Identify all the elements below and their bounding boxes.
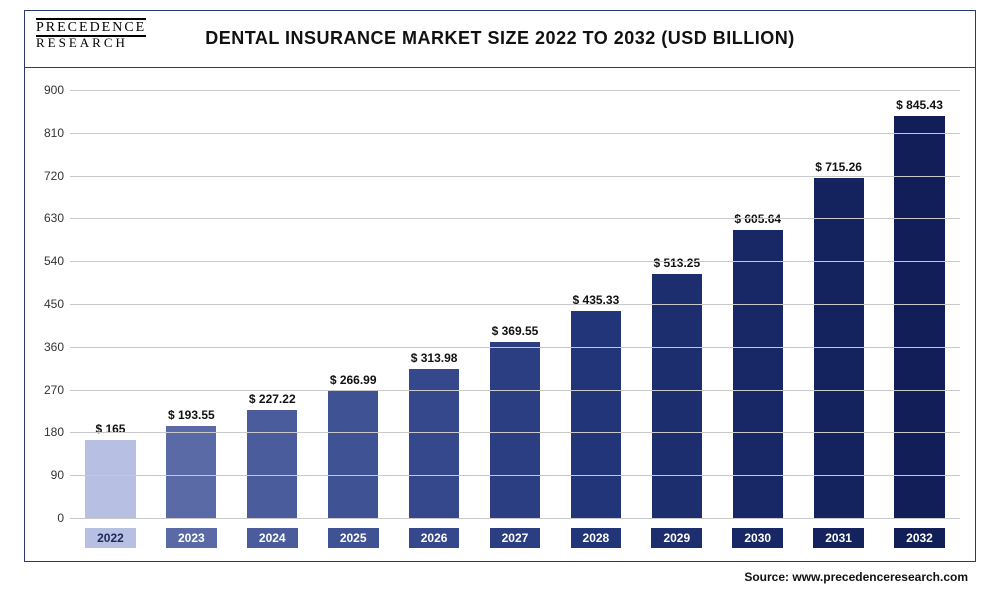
grid-line: [70, 518, 960, 519]
y-tick-label: 180: [30, 425, 64, 439]
x-tick: 2026: [394, 522, 475, 548]
bar: [814, 178, 864, 518]
bar: [85, 440, 135, 518]
y-tick-label: 900: [30, 83, 64, 97]
y-tick-label: 540: [30, 254, 64, 268]
title-bar: DENTAL INSURANCE MARKET SIZE 2022 TO 203…: [24, 10, 976, 68]
bar-value-label: $ 193.55: [168, 408, 215, 422]
bar-value-label: $ 369.55: [492, 324, 539, 338]
grid-line: [70, 261, 960, 262]
bar-value-label: $ 266.99: [330, 373, 377, 387]
bar-value-label: $ 513.25: [653, 256, 700, 270]
y-tick-label: 810: [30, 126, 64, 140]
x-tick: 2024: [232, 522, 313, 548]
grid-line: [70, 475, 960, 476]
y-tick-label: 270: [30, 383, 64, 397]
grid-line: [70, 347, 960, 348]
x-tick: 2031: [798, 522, 879, 548]
x-tick-label: 2031: [813, 528, 864, 548]
y-tick-label: 360: [30, 340, 64, 354]
x-tick-label: 2026: [409, 528, 460, 548]
x-tick: 2029: [636, 522, 717, 548]
grid-line: [70, 176, 960, 177]
grid-line: [70, 90, 960, 91]
chart-title: DENTAL INSURANCE MARKET SIZE 2022 TO 203…: [205, 28, 795, 49]
x-tick-label: 2028: [571, 528, 622, 548]
x-axis: 2022 2023 2024 2025 2026 2027 2028 2029 2030 2031…: [70, 522, 960, 548]
bar-value-label: $ 227.22: [249, 392, 296, 406]
grid-line: [70, 133, 960, 134]
bar: [328, 391, 378, 518]
bar: [490, 342, 540, 518]
y-tick-label: 90: [30, 468, 64, 482]
x-tick: 2028: [555, 522, 636, 548]
bar-value-label: $ 313.98: [411, 351, 458, 365]
x-tick: 2032: [879, 522, 960, 548]
x-tick-label: 2024: [247, 528, 298, 548]
y-tick-label: 720: [30, 169, 64, 183]
grid-line: [70, 304, 960, 305]
y-tick-label: 630: [30, 211, 64, 225]
y-tick-label: 0: [30, 511, 64, 525]
x-tick-label: 2030: [732, 528, 783, 548]
bar-value-label: $ 715.26: [815, 160, 862, 174]
x-tick-label: 2027: [490, 528, 541, 548]
bar: [166, 426, 216, 518]
grid-line: [70, 390, 960, 391]
y-tick-label: 450: [30, 297, 64, 311]
source-label: Source: www.precedenceresearch.com: [744, 570, 968, 584]
bar-value-label: $ 165: [95, 422, 125, 436]
bar: [652, 274, 702, 518]
x-tick-label: 2032: [894, 528, 945, 548]
x-tick-label: 2025: [328, 528, 379, 548]
bar: [409, 369, 459, 518]
x-tick: 2022: [70, 522, 151, 548]
x-tick: 2025: [313, 522, 394, 548]
bar: [247, 410, 297, 518]
bar-value-label: $ 845.43: [896, 98, 943, 112]
x-tick-label: 2029: [651, 528, 702, 548]
x-tick: 2023: [151, 522, 232, 548]
plot-area: $ 165 $ 193.55 $ 227.22 $ 266.99 $ 313.98 $ 3…: [70, 90, 960, 518]
grid-line: [70, 432, 960, 433]
grid-line: [70, 218, 960, 219]
bar: [571, 311, 621, 518]
x-tick-label: 2022: [85, 528, 136, 548]
x-tick: 2027: [475, 522, 556, 548]
x-tick: 2030: [717, 522, 798, 548]
x-tick-label: 2023: [166, 528, 217, 548]
